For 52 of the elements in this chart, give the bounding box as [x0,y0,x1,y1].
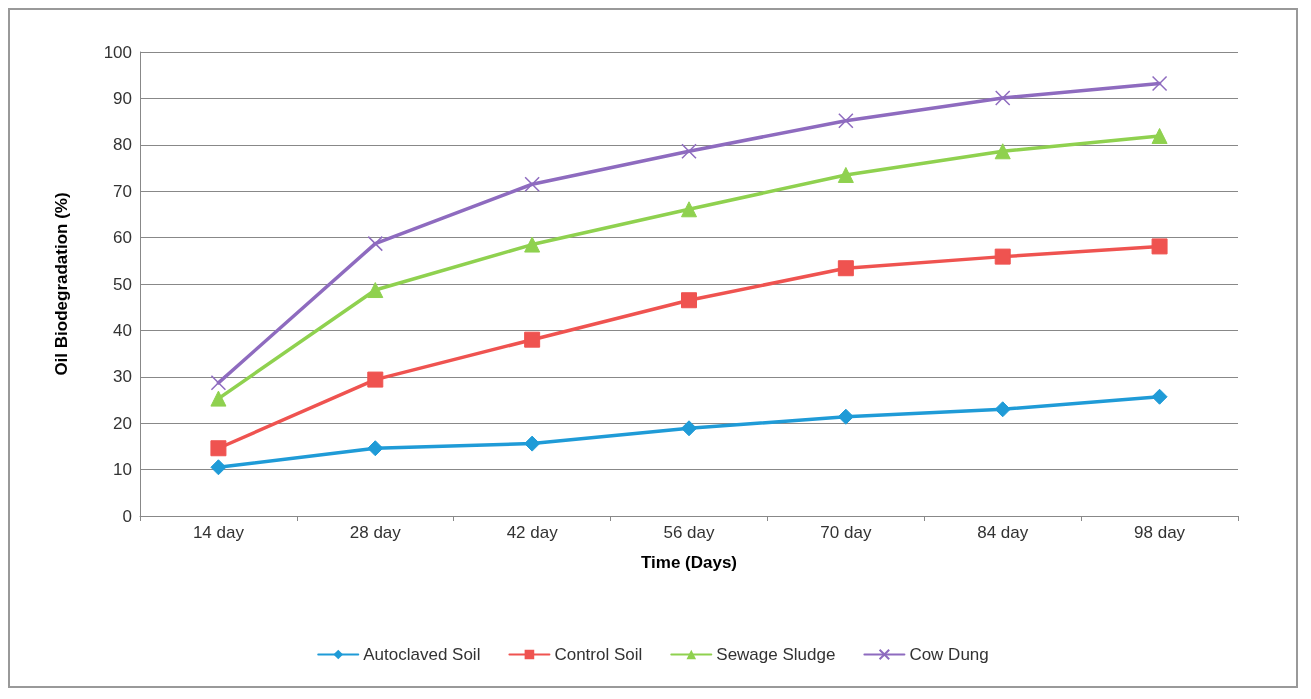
point [524,435,541,452]
point [524,236,541,253]
y-tick-label: 40 [113,320,132,340]
x-tick-label: 84 day [977,523,1029,542]
y-tick-label: 100 [103,42,132,62]
point [1151,388,1168,405]
legend-label: Autoclaved Soil [363,645,481,664]
x-tick-label: 42 day [506,523,559,542]
point [837,408,854,425]
point [994,248,1011,265]
y-tick-label: 90 [113,88,132,108]
x-tick-label: 98 day [1134,523,1186,542]
y-axis-title: Oil Biodegradation (%) [52,192,71,376]
point [210,375,227,391]
point [994,143,1011,160]
y-tick-label: 80 [113,135,132,155]
point [837,260,854,277]
point [210,440,227,457]
point [994,401,1011,418]
x-tick-label: 70 day [820,523,872,542]
legend-label: Cow Dung [909,645,989,664]
y-tick-label: 10 [113,460,132,480]
point [524,331,541,348]
point [367,235,384,252]
x-tick-label: 14 day [192,523,245,542]
y-tick-label: 0 [122,506,132,526]
x-tick-label: 56 day [663,523,716,542]
point [210,390,227,407]
point [367,282,384,299]
y-tick-label: 50 [113,274,132,294]
point [1151,238,1168,255]
point [837,166,854,183]
point [994,90,1011,106]
point [1151,75,1168,92]
point [367,371,384,388]
y-tick-label: 30 [113,367,132,387]
point [210,459,227,476]
point [681,201,697,218]
point [367,440,384,457]
legend-label: Sewage Sludge [716,645,836,664]
point [838,112,854,129]
x-axis-title: Time (Days) [640,553,738,572]
x-tick-label: 28 day [349,523,402,542]
point [681,420,697,437]
y-tick-label: 60 [113,228,132,248]
point [681,143,697,160]
point [524,176,540,192]
legend-label: Control Soil [554,645,643,664]
point [1151,127,1168,144]
point [681,292,697,309]
y-tick-label: 20 [113,413,132,433]
y-tick-label: 70 [113,181,132,201]
